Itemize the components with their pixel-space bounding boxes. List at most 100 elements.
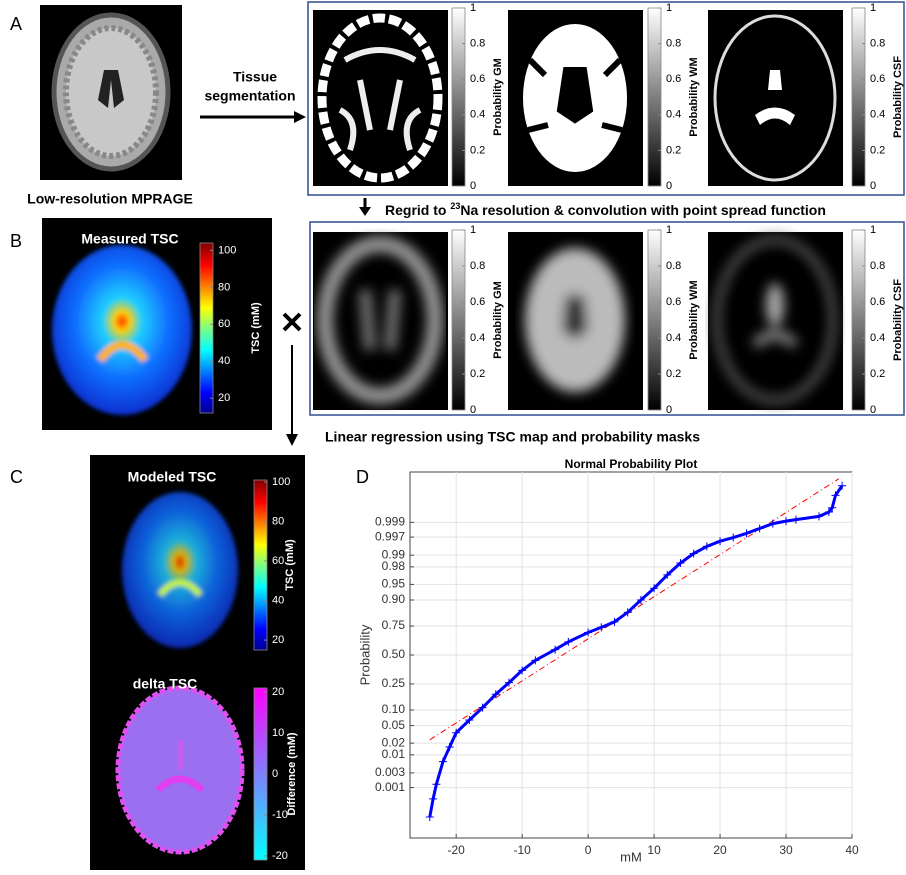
arrow-label: Tissue: [233, 69, 277, 85]
colorbar-label: Probability WM: [688, 57, 700, 136]
panel-label: A: [10, 14, 22, 34]
csf-map: [708, 10, 843, 186]
colorbar-tick-label: 60: [218, 318, 230, 330]
colorbar: [851, 7, 866, 187]
point: [702, 542, 711, 551]
colorbar-tick-label: 1: [666, 2, 672, 14]
colorbar-tick-label: 0.8: [666, 260, 681, 272]
smoothed-gm-map: [313, 232, 448, 410]
y-tick-label: 0.10: [382, 702, 406, 716]
colorbar-tick-label: 80: [272, 515, 284, 527]
colorbar-tick-label: 1: [470, 224, 476, 236]
arrow-head: [286, 434, 298, 446]
panel-label: B: [10, 231, 22, 251]
y-tick-label: 0.25: [382, 676, 406, 690]
arrow-head: [359, 207, 371, 216]
point: [445, 743, 454, 752]
colorbar-label: Difference (mM): [286, 732, 298, 815]
point: [742, 529, 751, 538]
colorbar-tick-label: 1: [870, 2, 876, 14]
y-tick-label: 0.01: [382, 747, 406, 761]
x-tick-label: 40: [845, 843, 859, 857]
point: [689, 549, 698, 558]
point: [636, 596, 645, 605]
colorbar-label: TSC (mM): [284, 539, 296, 591]
point: [429, 794, 438, 803]
x-tick-label: -10: [513, 843, 531, 857]
colorbar-tick-label: 0.8: [870, 260, 885, 272]
point: [551, 645, 560, 654]
point: [768, 519, 777, 528]
y-tick-label: 0.95: [382, 577, 406, 591]
colorbar-tick-label: 20: [218, 392, 230, 404]
colorbar-tick-label: 0.2: [870, 144, 885, 156]
map-title: Measured TSC: [81, 231, 178, 247]
colorbar-label: Probability CSF: [892, 56, 904, 138]
colorbar-tick-label: 0.4: [870, 332, 885, 344]
colorbar-tick-label: 0.4: [470, 332, 485, 344]
colorbar-tick-label: 40: [218, 355, 230, 367]
colorbar-tick-label: 0.8: [666, 38, 681, 50]
modeled-tsc-map: [90, 455, 305, 870]
x-tick-label: 30: [779, 843, 793, 857]
box: [309, 221, 905, 416]
colorbar-tick-label: 0.6: [870, 73, 885, 85]
colorbar-tick-label: 40: [272, 594, 284, 606]
colorbar-tick-label: 0.2: [470, 144, 485, 156]
smoothed-csf-map: [708, 232, 843, 410]
colorbar-tick-label: 0.2: [870, 368, 885, 380]
wm-map: [508, 10, 643, 186]
point: [729, 533, 738, 542]
point: [831, 491, 840, 500]
y-tick-label: 0.999: [375, 515, 405, 529]
colorbar-tick-label: 0: [272, 768, 278, 780]
panel-label: D: [356, 467, 369, 487]
y-tick-label: 0.001: [375, 780, 405, 794]
colorbar-tick-label: -20: [272, 850, 288, 862]
x-tick-label: 10: [647, 843, 661, 857]
colorbar-label: Probability GM: [492, 281, 504, 359]
mprage-image: [40, 5, 182, 180]
chart-title: Normal Probability Plot: [565, 457, 698, 471]
point: [531, 656, 540, 665]
colorbar-tick-label: 0.6: [666, 296, 681, 308]
y-tick-label: 0.997: [375, 529, 405, 543]
colorbar-tick-label: 0.6: [470, 296, 485, 308]
colorbar-tick-label: 100: [218, 244, 236, 256]
x-tick-label: 20: [713, 843, 727, 857]
point: [597, 623, 606, 632]
colorbar-tick-label: 0.8: [470, 260, 485, 272]
colorbar-tick-label: 100: [272, 476, 290, 488]
point: [650, 584, 659, 593]
measured-tsc-map: [42, 218, 272, 430]
point: [438, 757, 447, 766]
panel-label: C: [10, 467, 23, 487]
colorbar-tick-label: 0.8: [470, 38, 485, 50]
map-title: Modeled TSC: [128, 469, 217, 485]
point: [452, 728, 461, 737]
colorbar-tick-label: 1: [666, 224, 672, 236]
point: [791, 515, 800, 524]
colorbar: [647, 229, 662, 411]
point: [432, 780, 441, 789]
colorbar: [451, 7, 466, 187]
point: [504, 678, 513, 687]
arrow-label: segmentation: [204, 88, 295, 104]
colorbar-tick-label: 20: [272, 634, 284, 646]
colorbar-tick-label: 10: [272, 727, 284, 739]
map-title: delta TSC: [133, 676, 198, 692]
x-tick-label: -20: [448, 843, 466, 857]
colorbar-tick-label: 0.6: [870, 296, 885, 308]
point: [824, 507, 833, 516]
arrow-head: [294, 111, 306, 123]
colorbar-tick-label: 0.4: [666, 109, 681, 121]
point: [491, 690, 500, 699]
x-axis-label: mM: [620, 849, 642, 864]
colorbar-tick-label: 0.4: [666, 332, 681, 344]
y-tick-label: 0.50: [382, 647, 406, 661]
colorbar: [199, 242, 214, 414]
colorbar-tick-label: 0.6: [666, 73, 681, 85]
y-tick-label: 0.05: [382, 718, 406, 732]
colorbar-tick-label: 0: [666, 180, 672, 192]
